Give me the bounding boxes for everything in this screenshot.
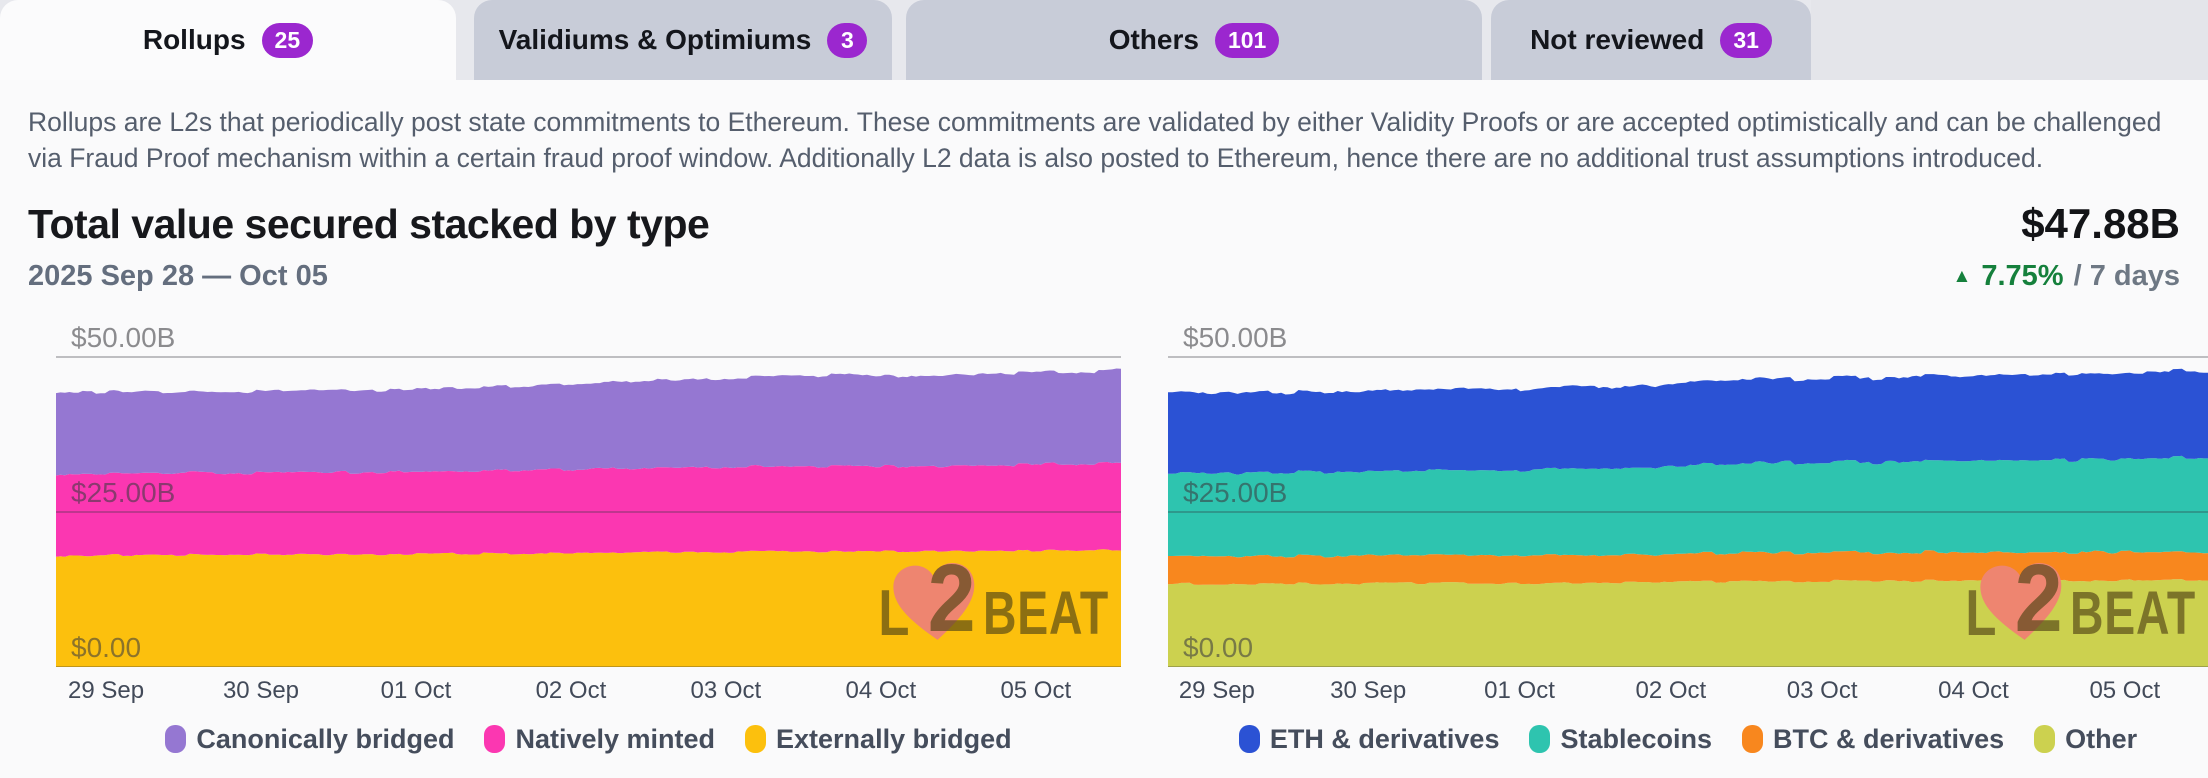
change-period: / 7 days	[2073, 260, 2180, 292]
x-axis-label: 03 Oct	[690, 677, 762, 704]
x-axis-labels: 29 Sep 30 Sep 01 Oct 02 Oct 03 Oct 04 Oct 05 O…	[56, 677, 1121, 707]
x-axis-label: 02 Oct	[535, 677, 607, 704]
tab-rollups-count-badge: 25	[261, 22, 314, 58]
rollups-panel: Rollups are L2s that periodically post s…	[0, 80, 2208, 759]
legend-label: BTC & derivatives	[1773, 723, 2005, 754]
chart-plot-area[interactable]: L 2 BEAT $0.00 $25.00B $50.00B	[1168, 324, 2208, 667]
tab-rollups[interactable]: Rollups 25	[0, 0, 456, 80]
chart-subheader-row: 2025 Sep 28 — Oct 05 ▲ 7.75% / 7 days	[28, 260, 2208, 293]
charts-row: L 2 BEAT $0.00 $25.00B $50.00B 29 Sep 30 Se…	[28, 324, 2208, 759]
chart-by-asset-type: L 2 BEAT $0.00 $25.00B $50.00B 29 Sep 30 Se…	[1168, 324, 2208, 759]
tab-validiums-optimiums[interactable]: Validiums & Optimiums 3	[474, 0, 892, 80]
x-axis-label: 01 Oct	[1484, 677, 1555, 704]
area-externally-bridged	[56, 549, 1121, 667]
chart-by-bridging-type: L 2 BEAT $0.00 $25.00B $50.00B 29 Sep 30 Se…	[56, 324, 1121, 759]
tab-others-count-badge: 101	[1214, 22, 1280, 58]
tab-others[interactable]: Others 101	[906, 0, 1482, 80]
legend-swatch	[2034, 725, 2056, 753]
area-btc-derivatives	[1168, 550, 2208, 585]
legend-swatch	[165, 725, 187, 753]
legend-label: Stablecoins	[1560, 723, 1713, 754]
x-axis-label: 30 Sep	[222, 677, 300, 704]
legend-label: Other	[2065, 723, 2138, 754]
legend-item-stablecoins[interactable]: Stablecoins	[1529, 724, 1712, 755]
chart-title: Total value secured stacked by type	[28, 201, 710, 247]
legend-swatch	[745, 725, 767, 753]
x-axis-label: 04 Oct	[845, 677, 917, 704]
x-axis-label: 05 Oct	[1000, 677, 1072, 704]
x-axis-label: 02 Oct	[1635, 677, 1707, 704]
legend-item-btc-derivatives[interactable]: BTC & derivatives	[1742, 724, 2004, 755]
x-axis-label: 04 Oct	[1938, 677, 2009, 704]
chart-legend: Canonically bridged Natively minted Extern…	[56, 719, 1121, 759]
legend-label: Natively minted	[515, 723, 716, 754]
legend-swatch	[484, 725, 506, 753]
change-percent: 7.75%	[1981, 260, 2064, 292]
x-axis-label: 29 Sep	[68, 677, 145, 704]
legend-item-other[interactable]: Other	[2034, 724, 2137, 755]
legend-label: Canonically bridged	[196, 723, 455, 754]
legend-label: Externally bridged	[776, 723, 1012, 754]
area-other	[1168, 579, 2208, 667]
x-axis-label: 01 Oct	[380, 677, 452, 704]
area-stablecoins	[1168, 455, 2208, 558]
tab-bar-filler	[1811, 0, 2208, 80]
x-axis-labels: 29 Sep 30 Sep 01 Oct 02 Oct 03 Oct 04 Oct 05 O…	[1168, 677, 2208, 707]
tab-others-label: Others	[1108, 24, 1199, 55]
x-axis-label: 29 Sep	[1178, 677, 1255, 704]
tab-validiums-optimiums-count-badge: 3	[827, 22, 868, 58]
chart-header-row: Total value secured stacked by type $47.…	[28, 200, 2208, 248]
x-axis-label: 03 Oct	[1786, 677, 1858, 704]
chart-legend: ETH & derivatives Stablecoins BTC & deriva…	[1168, 719, 2208, 759]
tab-rollups-label: Rollups	[142, 24, 246, 55]
tab-validiums-optimiums-label: Validiums & Optimiums	[498, 24, 812, 55]
legend-item-canonically-bridged[interactable]: Canonically bridged	[165, 724, 454, 755]
stacked-area-canvas	[56, 356, 1121, 667]
category-tab-bar: Rollups 25 Validiums & Optimiums 3 Other…	[0, 0, 2208, 80]
area-canonically-bridged	[56, 368, 1121, 476]
x-axis-label: 30 Sep	[1330, 677, 1407, 704]
change-indicator: ▲ 7.75% / 7 days	[1953, 260, 2180, 293]
legend-item-externally-bridged[interactable]: Externally bridged	[745, 724, 1012, 755]
total-value: $47.88B	[2021, 200, 2180, 247]
rollups-description: Rollups are L2s that periodically post s…	[28, 107, 2162, 173]
legend-item-natively-minted[interactable]: Natively minted	[484, 724, 715, 755]
legend-item-eth-derivatives[interactable]: ETH & derivatives	[1238, 723, 1500, 755]
stacked-area-canvas	[1168, 356, 2208, 667]
legend-swatch	[1742, 725, 1764, 753]
legend-label: ETH & derivatives	[1269, 723, 1500, 754]
date-range: 2025 Sep 28 — Oct 05	[28, 260, 328, 292]
tab-not-reviewed-label: Not reviewed	[1530, 24, 1705, 55]
legend-swatch	[1529, 725, 1551, 753]
chart-plot-area[interactable]: L 2 BEAT $0.00 $25.00B $50.00B	[56, 324, 1121, 667]
up-triangle-icon: ▲	[1952, 266, 1972, 287]
area-eth-derivatives	[1168, 368, 2208, 475]
area-natively-minted	[56, 462, 1121, 557]
tab-not-reviewed-count-badge: 31	[1720, 22, 1772, 58]
tab-not-reviewed[interactable]: Not reviewed 31	[1491, 0, 1811, 80]
x-axis-label: 05 Oct	[2089, 677, 2161, 704]
legend-swatch	[1238, 725, 1260, 753]
